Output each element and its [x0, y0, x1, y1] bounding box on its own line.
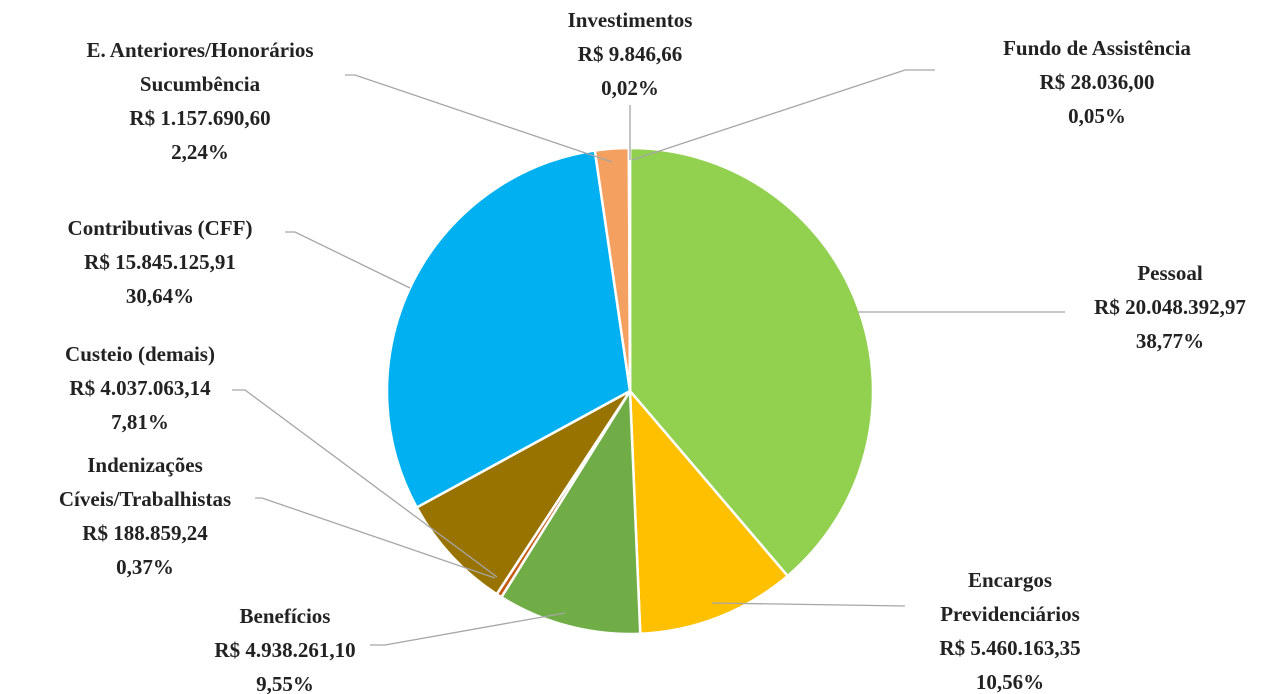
leader-line	[370, 612, 566, 646]
value-label: R$ 9.846,66	[578, 42, 682, 66]
pie-slice	[499, 386, 642, 636]
slice-label: Encargos	[968, 568, 1052, 592]
value-label: R$ 28.036,00	[1040, 70, 1155, 94]
slice-label: Cíveis/Trabalhistas	[59, 487, 231, 511]
percent-label: 38,77%	[1136, 329, 1204, 353]
slice-label: E. Anteriores/Honorários	[86, 38, 313, 62]
percent-label: 0,02%	[601, 76, 659, 100]
slice-label: Benefícios	[240, 604, 331, 628]
value-label: R$ 1.157.690,60	[129, 106, 270, 130]
slice-label: Sucumbência	[140, 72, 261, 96]
value-label: R$ 15.845.125,91	[84, 250, 236, 274]
percent-label: 0,37%	[116, 555, 174, 579]
value-label: R$ 5.460.163,35	[939, 636, 1080, 660]
slice-label: Pessoal	[1137, 261, 1202, 285]
pie-slice	[415, 389, 632, 596]
percent-label: 0,05%	[1068, 104, 1126, 128]
slice-label: Investimentos	[568, 8, 693, 32]
pie-slice	[385, 149, 632, 510]
value-label: R$ 20.048.392,97	[1094, 295, 1246, 319]
slice-label: Previdenciários	[940, 602, 1080, 626]
leader-line	[285, 231, 411, 289]
pie-slice	[628, 387, 790, 636]
leader-line	[631, 69, 935, 161]
leader-line	[345, 74, 613, 163]
leader-line	[255, 497, 496, 579]
slice-label: Contributivas (CFF)	[68, 216, 253, 240]
value-label: R$ 4.037.063,14	[69, 376, 211, 400]
leader-line	[232, 389, 498, 578]
value-label: R$ 4.938.261,10	[214, 638, 355, 662]
slice-label: Fundo de Assistência	[1003, 36, 1191, 60]
value-label: R$ 188.859,24	[82, 521, 208, 545]
slice-label: Custeio (demais)	[65, 342, 215, 366]
leader-line	[711, 602, 906, 607]
percent-label: 9,55%	[256, 672, 314, 694]
pie-slice	[627, 146, 632, 392]
slice-label: Indenizações	[87, 453, 203, 477]
percent-label: 2,24%	[171, 140, 229, 164]
percent-label: 30,64%	[126, 284, 194, 308]
percent-label: 7,81%	[111, 410, 169, 434]
percent-label: 10,56%	[976, 670, 1044, 694]
pie-slice	[628, 146, 875, 578]
